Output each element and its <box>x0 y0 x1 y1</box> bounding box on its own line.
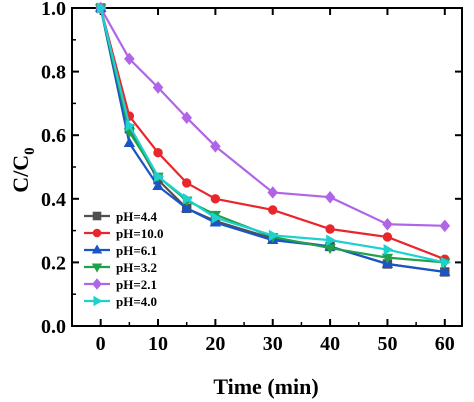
data-point <box>381 253 394 264</box>
legend-marker <box>91 263 103 273</box>
data-point <box>324 190 336 204</box>
legend-marker <box>92 211 102 221</box>
x-tick-label: 20 <box>205 333 225 355</box>
y-axis-title-main: C/C <box>8 155 33 193</box>
data-point <box>152 81 164 94</box>
series <box>96 2 451 269</box>
y-tick-label: 0.4 <box>41 189 66 211</box>
data-point <box>125 119 136 132</box>
data-point <box>154 170 165 183</box>
data-point <box>153 147 163 158</box>
data-point <box>268 205 278 215</box>
x-tick-label: 60 <box>435 333 455 355</box>
data-point <box>182 193 193 205</box>
x-tick-label: 0 <box>96 333 106 355</box>
data-point <box>181 202 193 213</box>
data-point <box>210 194 221 204</box>
chart-axes: 0 10 20 30 40 50 60 0.0 0.2 0.4 0.6 0.8 1.0 <box>41 0 463 355</box>
data-point <box>324 244 336 255</box>
y-tick-label: 0.0 <box>41 316 66 338</box>
y-tick-label: 1.0 <box>41 0 66 20</box>
data-point <box>326 234 337 246</box>
legend-item: pH=3.2 <box>84 260 157 275</box>
legend-label: pH=4.0 <box>116 294 157 309</box>
legend-marker <box>92 278 102 290</box>
x-tick-label: 10 <box>148 333 168 355</box>
series <box>95 1 451 233</box>
legend-label: pH=3.2 <box>116 260 157 275</box>
legend-item: pH=6.1 <box>84 243 157 258</box>
data-point <box>440 256 451 269</box>
data-point <box>124 52 135 66</box>
y-tick-label: 0.6 <box>41 125 66 147</box>
legend-item: pH=2.1 <box>84 277 157 292</box>
legend-label: pH=2.1 <box>116 277 157 292</box>
y-axis-title-subscript: 0 <box>22 147 38 155</box>
y-tick-label: 0.2 <box>41 252 66 274</box>
data-point <box>382 218 393 231</box>
legend-item: pH=10.0 <box>84 226 164 241</box>
legend-marker <box>92 228 102 238</box>
data-point <box>383 243 394 256</box>
data-point <box>382 232 393 242</box>
chart-series <box>94 1 451 277</box>
data-point <box>211 212 222 224</box>
x-tick-label: 50 <box>377 333 397 355</box>
data-point <box>96 2 107 14</box>
x-tick-label: 40 <box>320 333 340 355</box>
data-point <box>182 178 192 188</box>
data-point <box>210 140 221 153</box>
data-point <box>439 265 451 276</box>
y-axis-title: C/C0 <box>8 147 38 192</box>
legend-item: pH=4.0 <box>84 294 157 309</box>
legend-marker <box>93 295 103 307</box>
legend-label: pH=10.0 <box>116 226 164 241</box>
data-point <box>268 229 279 242</box>
data-point <box>267 186 279 199</box>
data-point <box>439 219 451 233</box>
data-point <box>152 180 164 190</box>
legend-item: pH=4.4 <box>84 209 157 224</box>
x-tick-label: 30 <box>263 333 283 355</box>
legend-label: pH=4.4 <box>116 209 157 224</box>
chart-legend: pH=4.4 pH=10.0 pH=6.1 pH=3.2 pH=2.1 pH=4.0 <box>84 209 164 309</box>
data-point <box>325 224 335 234</box>
legend-marker <box>91 244 103 254</box>
data-point <box>123 137 136 148</box>
y-tick-label: 0.8 <box>41 62 66 84</box>
x-axis-title: Time (min) <box>213 374 318 399</box>
data-point <box>181 111 192 124</box>
legend-label: pH=6.1 <box>116 243 157 258</box>
